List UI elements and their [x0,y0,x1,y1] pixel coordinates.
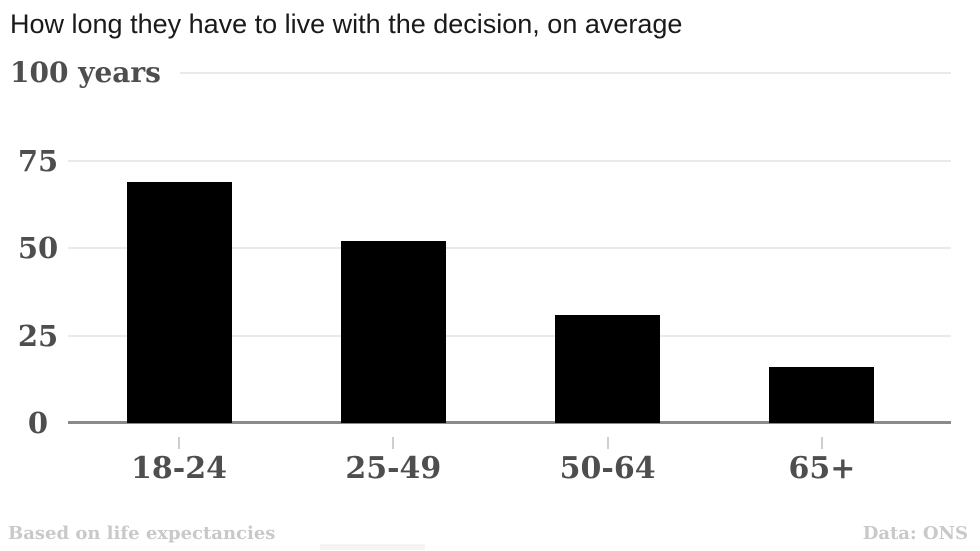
gridline-75 [68,159,951,162]
x-tick-25-49 [392,437,395,449]
x-axis: 18-24 25-49 50-64 65+ [68,423,951,518]
y-tick-label-50: 50 [17,231,59,265]
x-tick-50-64 [606,437,609,449]
y-tick-label-0: 0 [27,406,49,440]
bar-25-49 [340,241,446,423]
gridline-50 [68,247,951,249]
data-source-label: Data: ONS [862,523,968,544]
chart-title: How long they have to live with the deci… [10,9,683,39]
plot-area [68,73,951,424]
source-footnote: Based on life expectancies [8,523,276,544]
gridline-25 [68,334,951,337]
x-tick-18-24 [178,437,180,449]
x-axis-baseline [68,421,951,424]
y-axis-labels: 0 25 50 75 [10,73,66,440]
gridline-100 [180,72,951,74]
x-category-label-65+: 65+ [788,451,856,486]
x-category-label-50-64: 50-64 [559,451,656,486]
x-category-label-25-49: 25-49 [345,451,442,486]
bar-50-64 [555,314,661,423]
y-tick-label-25: 25 [17,318,59,353]
x-tick-65+ [820,437,823,449]
y-tick-label-75: 75 [17,143,59,178]
bar-65+ [769,367,875,423]
bar-18-24 [126,181,232,423]
x-category-label-18-24: 18-24 [131,451,227,486]
bottom-edge-artifact [320,544,425,550]
y-axis-title: 100 years [10,56,161,89]
